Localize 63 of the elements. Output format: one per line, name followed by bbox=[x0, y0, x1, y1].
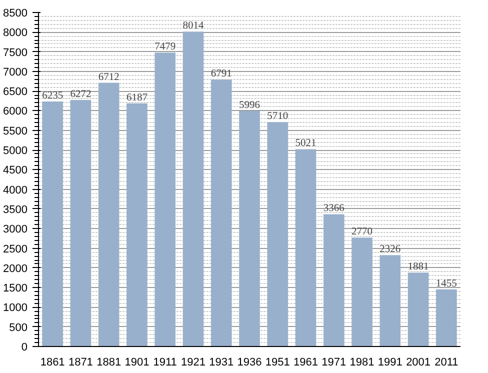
x-tick-label: 1921 bbox=[181, 356, 206, 368]
bar bbox=[42, 102, 63, 346]
x-tick-label: 2011 bbox=[434, 356, 458, 368]
data-label: 5710 bbox=[267, 111, 288, 122]
bar bbox=[98, 82, 120, 346]
data-label: 7479 bbox=[154, 42, 176, 53]
x-tick-label: 1861 bbox=[40, 356, 65, 368]
bar bbox=[295, 149, 316, 346]
bar bbox=[408, 272, 429, 346]
x-tick-label: 1871 bbox=[68, 356, 93, 368]
bar bbox=[380, 255, 401, 346]
y-tick-label: 7000 bbox=[3, 66, 28, 78]
bar bbox=[210, 80, 232, 346]
data-label: 6187 bbox=[126, 92, 148, 104]
y-tick-label: 5500 bbox=[3, 125, 28, 138]
x-tick-label: 1961 bbox=[294, 356, 318, 368]
y-tick-label: 4500 bbox=[3, 164, 28, 177]
data-label: 3366 bbox=[323, 203, 344, 214]
bar bbox=[70, 100, 92, 346]
data-label: 6712 bbox=[98, 72, 120, 83]
y-tick-label: 1000 bbox=[3, 302, 28, 314]
y-tick-label: 8000 bbox=[3, 27, 28, 40]
x-tick-label: 1971 bbox=[322, 356, 346, 368]
x-tick-label: 1951 bbox=[265, 356, 290, 368]
y-tick-label: 500 bbox=[9, 322, 28, 334]
bar bbox=[267, 122, 288, 346]
data-label: 2326 bbox=[380, 244, 401, 256]
y-tick-label: 3500 bbox=[3, 204, 28, 216]
y-tick-label: 6000 bbox=[3, 106, 28, 118]
data-label: 8014 bbox=[182, 20, 204, 32]
data-label: 6272 bbox=[70, 89, 92, 100]
data-label: 5021 bbox=[295, 138, 316, 150]
bar bbox=[126, 103, 148, 346]
x-tick-label: 1991 bbox=[378, 356, 402, 368]
x-tick-label: 1901 bbox=[124, 356, 150, 368]
data-label: 6235 bbox=[42, 90, 64, 102]
y-tick-label: 3000 bbox=[3, 224, 28, 236]
bar bbox=[323, 214, 344, 346]
x-tick-label: 1881 bbox=[96, 356, 122, 368]
y-tick-label: 2500 bbox=[3, 243, 28, 256]
y-tick-label: 2000 bbox=[3, 262, 28, 275]
y-tick-label: 0 bbox=[21, 342, 28, 354]
x-tick-label: 2001 bbox=[406, 356, 431, 368]
x-tick-label: 1981 bbox=[350, 356, 374, 368]
y-tick-label: 5000 bbox=[3, 145, 28, 158]
y-tick-label: 1500 bbox=[3, 282, 28, 295]
data-label: 6791 bbox=[210, 68, 232, 80]
bar bbox=[436, 289, 457, 346]
y-tick-label: 7500 bbox=[3, 46, 28, 59]
x-tick-label: 1911 bbox=[153, 356, 177, 368]
data-label: 5996 bbox=[239, 100, 260, 111]
x-tick-label: 1931 bbox=[209, 356, 234, 368]
x-tick-label: 1936 bbox=[237, 356, 262, 368]
bar bbox=[182, 32, 204, 346]
bar bbox=[154, 52, 176, 346]
bar bbox=[239, 110, 260, 346]
data-label: 1881 bbox=[408, 262, 429, 273]
data-label: 2770 bbox=[352, 226, 373, 238]
bar bbox=[352, 238, 372, 346]
y-tick-label: 6500 bbox=[3, 86, 28, 98]
data-label: 1455 bbox=[436, 278, 457, 290]
y-tick-label: 4000 bbox=[3, 184, 28, 196]
y-tick-label: 8500 bbox=[3, 8, 28, 20]
